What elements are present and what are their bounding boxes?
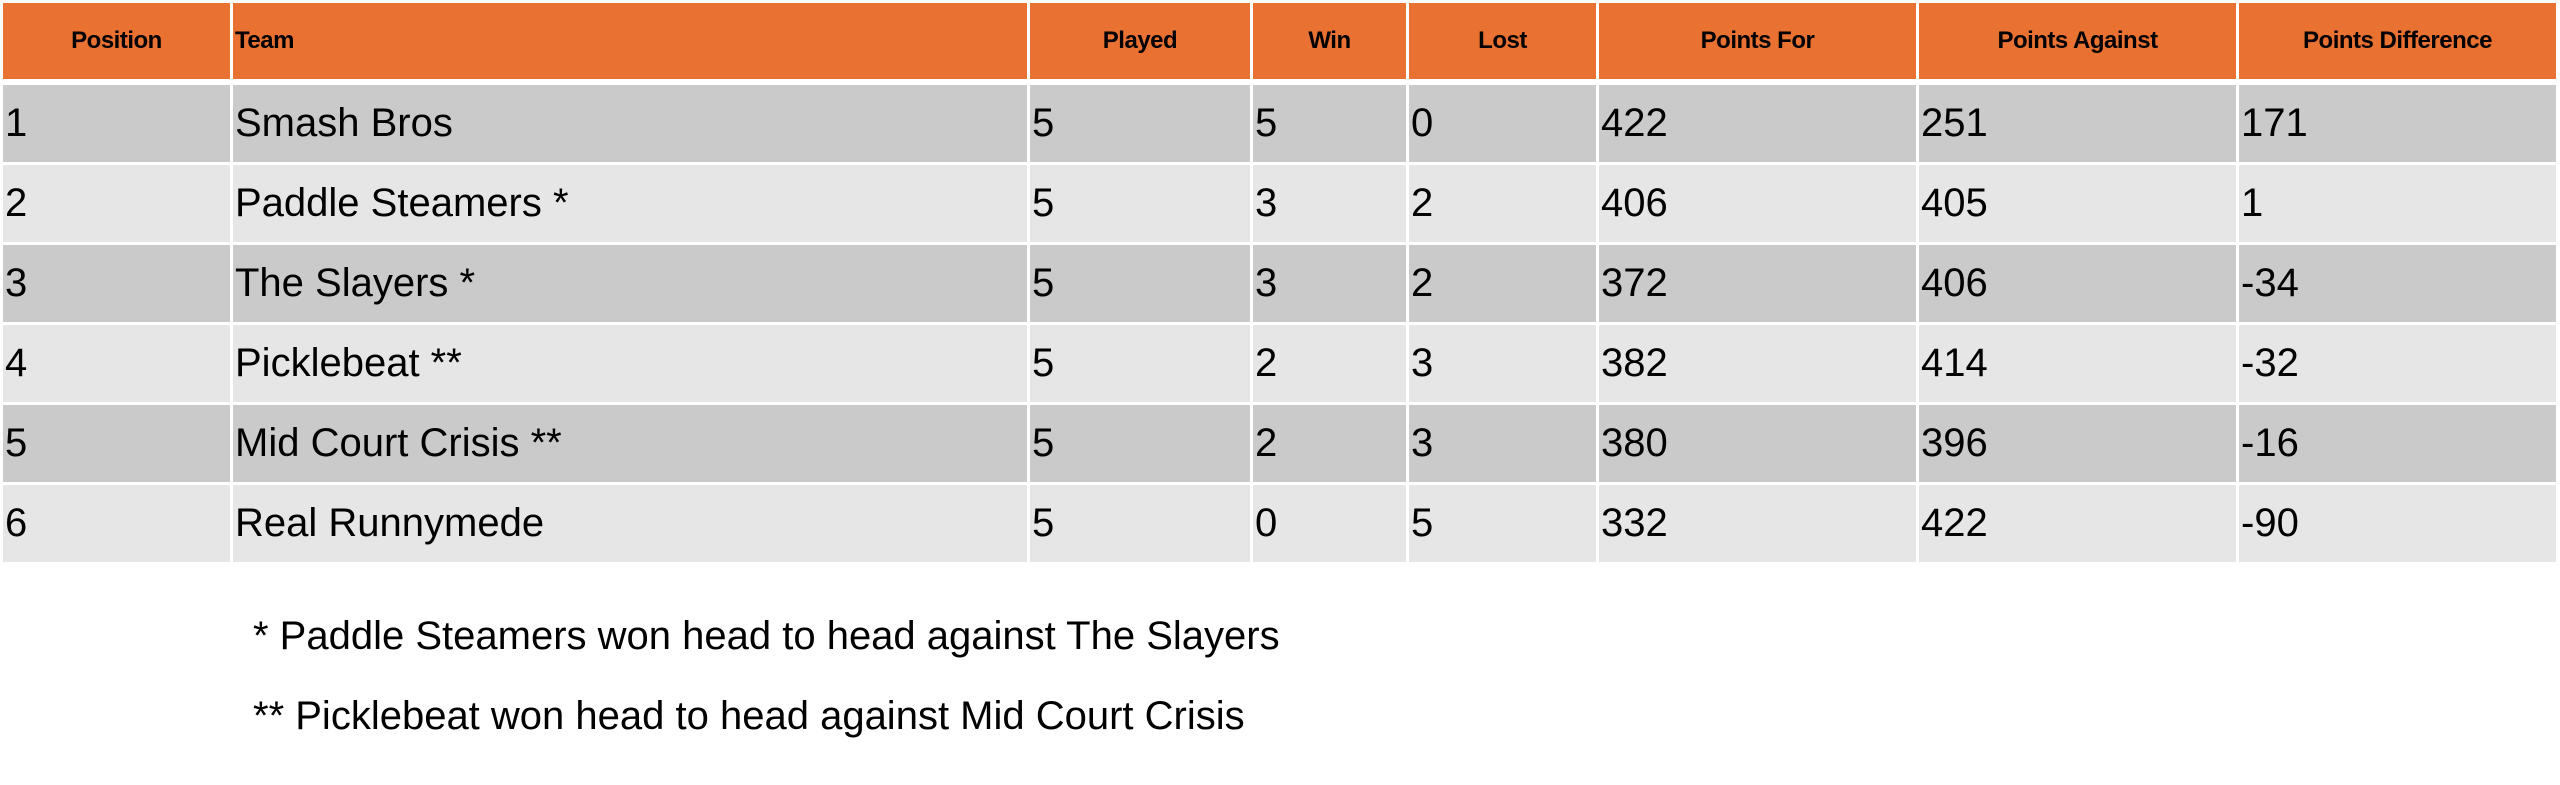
cell-position: 5 [3, 405, 230, 482]
header-team: Team [233, 3, 1027, 79]
standings-table: Position Team Played Win Lost Points For Point… [3, 3, 2556, 562]
table-row: 2 Paddle Steamers * 5 3 2 406 405 1 [3, 165, 2556, 242]
cell-points-for: 422 [1599, 85, 1916, 162]
cell-points-against: 405 [1919, 165, 2236, 242]
cell-team: Paddle Steamers * [233, 165, 1027, 242]
cell-win: 0 [1253, 485, 1406, 562]
cell-position: 6 [3, 485, 230, 562]
footnote-2: ** Picklebeat won head to head against M… [253, 694, 1245, 738]
header-points-for: Points For [1599, 3, 1916, 79]
header-position: Position [3, 3, 230, 79]
cell-points-difference: 171 [2239, 85, 2556, 162]
header-points-difference: Points Difference [2239, 3, 2556, 79]
cell-team: Mid Court Crisis ** [233, 405, 1027, 482]
cell-lost: 2 [1409, 245, 1596, 322]
cell-points-for: 380 [1599, 405, 1916, 482]
cell-played: 5 [1030, 325, 1250, 402]
cell-team: Real Runnymede [233, 485, 1027, 562]
cell-played: 5 [1030, 165, 1250, 242]
cell-points-against: 396 [1919, 405, 2236, 482]
cell-position: 3 [3, 245, 230, 322]
cell-points-against: 251 [1919, 85, 2236, 162]
table-row: 3 The Slayers * 5 3 2 372 406 -34 [3, 245, 2556, 322]
header-points-against: Points Against [1919, 3, 2236, 79]
cell-points-difference: -34 [2239, 245, 2556, 322]
cell-points-for: 372 [1599, 245, 1916, 322]
cell-position: 4 [3, 325, 230, 402]
footnote-1: * Paddle Steamers won head to head again… [253, 614, 1280, 658]
cell-win: 2 [1253, 325, 1406, 402]
cell-team: Picklebeat ** [233, 325, 1027, 402]
cell-points-for: 332 [1599, 485, 1916, 562]
table-row: 4 Picklebeat ** 5 2 3 382 414 -32 [3, 325, 2556, 402]
cell-points-difference: 1 [2239, 165, 2556, 242]
header-row: Position Team Played Win Lost Points For Point… [3, 3, 2556, 79]
cell-lost: 5 [1409, 485, 1596, 562]
cell-win: 5 [1253, 85, 1406, 162]
cell-team: Smash Bros [233, 85, 1027, 162]
cell-points-against: 406 [1919, 245, 2236, 322]
cell-position: 1 [3, 85, 230, 162]
cell-lost: 2 [1409, 165, 1596, 242]
cell-points-against: 414 [1919, 325, 2236, 402]
cell-team: The Slayers * [233, 245, 1027, 322]
header-played: Played [1030, 3, 1250, 79]
cell-win: 3 [1253, 245, 1406, 322]
cell-win: 2 [1253, 405, 1406, 482]
cell-points-difference: -16 [2239, 405, 2556, 482]
cell-points-difference: -90 [2239, 485, 2556, 562]
cell-played: 5 [1030, 485, 1250, 562]
cell-lost: 3 [1409, 325, 1596, 402]
cell-points-for: 406 [1599, 165, 1916, 242]
table-row: 5 Mid Court Crisis ** 5 2 3 380 396 -16 [3, 405, 2556, 482]
cell-points-for: 382 [1599, 325, 1916, 402]
cell-points-against: 422 [1919, 485, 2236, 562]
cell-points-difference: -32 [2239, 325, 2556, 402]
cell-played: 5 [1030, 405, 1250, 482]
cell-played: 5 [1030, 245, 1250, 322]
header-win: Win [1253, 3, 1406, 79]
table-row: 6 Real Runnymede 5 0 5 332 422 -90 [3, 485, 2556, 562]
cell-win: 3 [1253, 165, 1406, 242]
cell-position: 2 [3, 165, 230, 242]
cell-lost: 0 [1409, 85, 1596, 162]
header-lost: Lost [1409, 3, 1596, 79]
cell-lost: 3 [1409, 405, 1596, 482]
cell-played: 5 [1030, 85, 1250, 162]
table-row: 1 Smash Bros 5 5 0 422 251 171 [3, 85, 2556, 162]
